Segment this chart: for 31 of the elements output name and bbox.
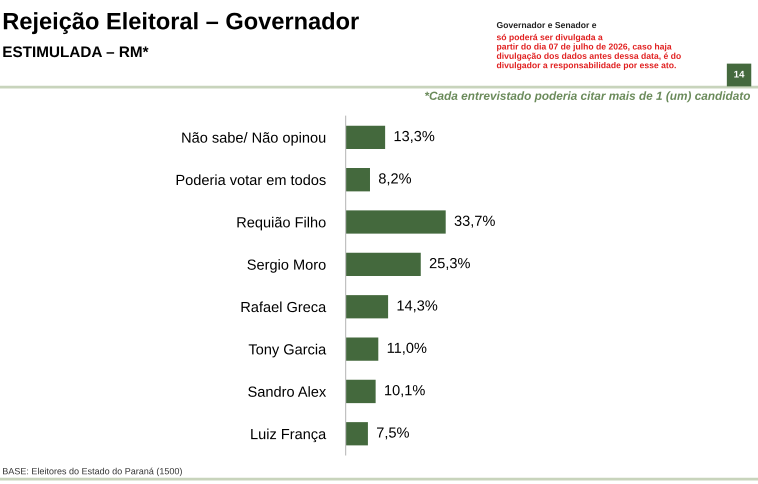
chart-title: Rejeição Eleitoral – Governador — [4, 12, 359, 34]
y-tick-label: Sandro Alex — [248, 386, 326, 397]
text: ESTIMULADA – RM* — [3, 46, 149, 58]
y-tick-label: Tony Garcia — [248, 344, 326, 358]
bar — [346, 380, 376, 404]
data-label: 11,0% — [388, 342, 426, 355]
text: BASE: Eleitores do Estado do Paraná (1500) — [3, 468, 182, 476]
bar — [346, 422, 368, 446]
data-label: 8,2% — [378, 173, 412, 186]
y-tick-label: Luiz França — [251, 428, 326, 442]
text: *Cada entrevistado poderia citar mais de 1 (um) candidato — [424, 91, 750, 102]
bar — [346, 126, 386, 149]
data-label: 10,1% — [385, 385, 425, 398]
bar — [346, 337, 378, 361]
y-tick-label: Poderia votar em todos — [176, 174, 326, 186]
y-tick-label: Sergio Moro — [247, 259, 326, 273]
data-label: 7,5% — [376, 427, 409, 440]
bar — [346, 252, 421, 276]
y-tick-label: Requião Filho — [237, 216, 326, 230]
y-tick-label: Não sabe/ Não opinou — [182, 132, 326, 146]
data-label: 25,3% — [430, 258, 470, 270]
bar — [346, 168, 370, 192]
data-label: 13,3% — [394, 130, 434, 143]
text: só poderá ser divulgada a partir do dia 07 de julho de 2026, caso haja divulgação dos dados antes dessa data, é do divulgador a responsabilidade por esse ato. — [496, 34, 681, 70]
data-label: 14,3% — [398, 300, 438, 312]
bar — [346, 295, 388, 318]
y-tick-label: Rafael Greca — [241, 301, 326, 312]
text: Governador e Senador e — [496, 22, 596, 28]
data-label: 33,7% — [454, 216, 495, 228]
text: 14 — [734, 70, 744, 78]
bar — [346, 210, 446, 234]
